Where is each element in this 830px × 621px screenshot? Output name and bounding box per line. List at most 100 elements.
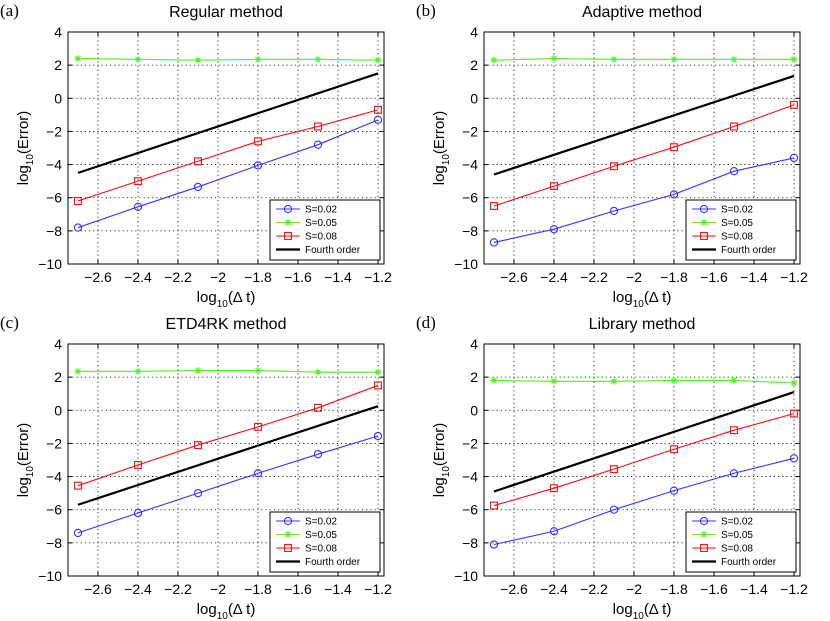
series-line bbox=[77, 119, 379, 229]
panel-letter: (a) bbox=[0, 1, 19, 20]
y-tick-label: −10 bbox=[38, 256, 62, 272]
x-axis-label-base: log bbox=[197, 601, 217, 618]
data-point bbox=[314, 122, 322, 131]
x-tick-label: −1.2 bbox=[780, 269, 808, 285]
x-axis-label-rest: (Δ t) bbox=[644, 289, 672, 306]
x-tick-label: −2.2 bbox=[164, 581, 192, 597]
legend: S=0.02 S=0.05 S=0.08 Fourth order bbox=[685, 199, 797, 261]
panel-letter: (b) bbox=[416, 1, 436, 20]
data-point bbox=[134, 177, 142, 186]
x-axis-label-sub: 10 bbox=[217, 611, 229, 621]
legend-swatch-marker bbox=[284, 544, 292, 552]
legend: S=0.02 S=0.05 S=0.08 Fourth order bbox=[685, 511, 797, 573]
series-line bbox=[77, 57, 379, 61]
x-tick-label: −2.4 bbox=[540, 269, 568, 285]
x-tick-label: −2.2 bbox=[580, 269, 608, 285]
y-tick-label: 4 bbox=[54, 24, 62, 40]
x-tick-label: −1.8 bbox=[244, 269, 272, 285]
y-axis-label-sub: 10 bbox=[25, 466, 36, 478]
legend-label: S=0.02 bbox=[721, 205, 753, 216]
legend-swatch-marker bbox=[700, 544, 708, 552]
y-tick-label: −4 bbox=[462, 469, 478, 485]
series-S=0.02 bbox=[489, 153, 799, 247]
y-tick-label: −2 bbox=[462, 123, 478, 139]
data-point bbox=[74, 197, 82, 205]
legend-swatch-marker bbox=[283, 204, 293, 214]
series-S=0.02 bbox=[73, 431, 383, 538]
data-point bbox=[193, 182, 203, 192]
y-tick-label: −2 bbox=[462, 435, 478, 451]
series-line bbox=[493, 413, 795, 507]
series-line bbox=[493, 379, 795, 384]
legend-label: Fourth order bbox=[721, 557, 777, 568]
data-point bbox=[194, 367, 202, 375]
x-tick-label: −2.6 bbox=[500, 269, 528, 285]
y-tick-label: 2 bbox=[54, 57, 62, 73]
data-point bbox=[490, 501, 498, 510]
x-tick-label: −1.2 bbox=[364, 269, 392, 285]
y-tick-label: −4 bbox=[462, 157, 478, 173]
data-point bbox=[490, 202, 498, 210]
legend: S=0.02 S=0.05 S=0.08 Fourth order bbox=[269, 511, 381, 573]
y-axis-label-sub: 10 bbox=[441, 466, 452, 478]
series-Fourth order bbox=[493, 74, 795, 176]
x-tick-label: −1.4 bbox=[324, 581, 352, 597]
x-axis-label-base: log bbox=[613, 601, 633, 618]
x-tick-label: −1.2 bbox=[780, 581, 808, 597]
reference-line bbox=[493, 391, 795, 493]
y-tick-label: −10 bbox=[38, 568, 62, 584]
data-point bbox=[374, 56, 382, 64]
legend-label: S=0.08 bbox=[721, 544, 753, 555]
data-point bbox=[489, 238, 499, 247]
panel-3: (d) Library method−2.6 −2.4 −2.2 −2 −1.8 −1.6−… bbox=[416, 313, 808, 621]
y-axis-label-rest: (Error) bbox=[15, 111, 32, 154]
x-tick-label: −2.6 bbox=[84, 581, 112, 597]
data-point bbox=[73, 528, 83, 538]
series-line bbox=[78, 369, 378, 373]
reference-line bbox=[77, 405, 379, 506]
data-point bbox=[254, 137, 262, 146]
y-axis-label: log10(Error) bbox=[431, 111, 452, 185]
y-tick-label: 2 bbox=[470, 57, 478, 73]
panel-letter: (c) bbox=[0, 313, 19, 332]
y-axis-label-rest: (Error) bbox=[15, 423, 32, 466]
data-point bbox=[790, 55, 798, 63]
reference-line bbox=[77, 72, 379, 174]
data-point bbox=[610, 377, 618, 385]
legend-swatch-marker bbox=[699, 204, 709, 214]
y-tick-label: 4 bbox=[470, 24, 478, 40]
data-point bbox=[730, 376, 738, 384]
panel-title: Regular method bbox=[169, 4, 283, 21]
y-axis-label-sub: 10 bbox=[441, 154, 452, 166]
legend-label: S=0.02 bbox=[721, 517, 753, 528]
x-axis-label-rest: (Δ t) bbox=[228, 289, 256, 306]
data-point bbox=[193, 488, 203, 498]
data-point bbox=[549, 527, 559, 536]
x-tick-label: −1.8 bbox=[244, 581, 272, 597]
x-axis-label-sub: 10 bbox=[633, 611, 645, 621]
data-point bbox=[254, 55, 262, 63]
y-tick-label: −6 bbox=[462, 502, 478, 518]
axes-frame bbox=[483, 31, 801, 265]
legend-swatch-marker bbox=[284, 531, 292, 538]
x-axis-label: log10(Δ t) bbox=[197, 289, 256, 310]
y-tick-label: 0 bbox=[54, 90, 62, 106]
legend-swatch-marker bbox=[700, 232, 708, 240]
series-Fourth order bbox=[493, 391, 795, 493]
y-axis-label-base: log bbox=[431, 477, 448, 497]
data-point bbox=[254, 367, 262, 375]
y-tick-label: −2 bbox=[46, 435, 62, 451]
data-point bbox=[670, 55, 678, 63]
y-tick-label: −4 bbox=[46, 469, 62, 485]
x-axis-label-base: log bbox=[197, 289, 217, 306]
series-S=0.05 bbox=[74, 367, 382, 376]
data-point bbox=[789, 454, 799, 463]
data-point bbox=[489, 540, 499, 549]
data-point bbox=[610, 55, 618, 63]
y-tick-label: −4 bbox=[46, 157, 62, 173]
y-tick-label: −6 bbox=[462, 190, 478, 206]
data-point bbox=[373, 431, 383, 441]
panel-title: Library method bbox=[589, 316, 696, 333]
data-point bbox=[194, 157, 202, 166]
x-tick-label: −2.6 bbox=[84, 269, 112, 285]
